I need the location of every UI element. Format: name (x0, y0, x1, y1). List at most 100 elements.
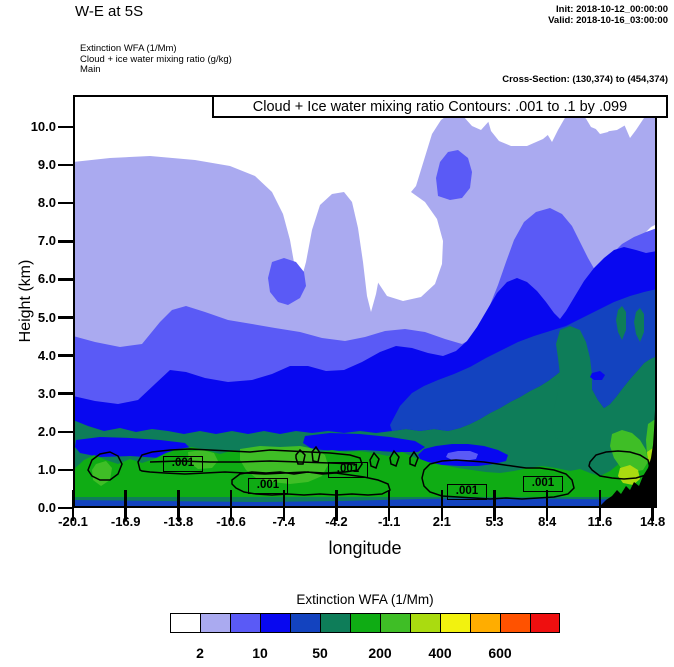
y-tick (58, 240, 74, 243)
colorbar-cell (470, 613, 500, 633)
mixing-ratio-contour (137, 448, 363, 475)
colorbar-cell (260, 613, 290, 633)
x-tick (387, 508, 391, 521)
x-tick (598, 508, 602, 521)
y-tick-label: 5.0 (37, 309, 56, 325)
y-tick (58, 278, 74, 281)
x-tick-inner (229, 490, 233, 508)
y-tick (58, 468, 74, 472)
colorbar-tick-label: 400 (428, 645, 452, 661)
contour-label: .001 (248, 478, 288, 494)
mixing-ratio-contour (369, 451, 380, 469)
x-tick-inner (124, 490, 127, 508)
y-tick-label: 9.0 (37, 157, 56, 173)
colorbar-tick-label: 2 (196, 645, 204, 661)
valid-time: Valid: 2018-10-16_03:00:00 (548, 15, 668, 26)
terrain (598, 390, 657, 508)
y-tick-label: 3.0 (37, 385, 56, 401)
mixing-ratio-contour (588, 450, 651, 480)
x-tick-label: -1.1 (377, 514, 401, 529)
y-tick (58, 316, 74, 319)
y-tick (58, 163, 74, 167)
teal-streak2 (634, 308, 644, 342)
x-tick-label: 11.6 (587, 514, 613, 529)
x-tick (493, 508, 496, 521)
periwinkle-hole-center (446, 451, 478, 461)
white-top1 (487, 117, 561, 146)
y-tick (58, 125, 74, 129)
colorbar-cell (230, 613, 260, 633)
x-tick-inner (651, 490, 654, 508)
colorbar-cell (290, 613, 320, 633)
x-tick-label: -16.9 (110, 514, 141, 529)
contour-plot-canvas (73, 95, 657, 508)
x-tick-inner (282, 490, 285, 508)
teal-column (552, 326, 592, 443)
green-band (73, 447, 657, 497)
x-tick (545, 508, 549, 521)
bright-green3 (610, 430, 648, 472)
x-tick (177, 508, 180, 521)
bright-green2 (188, 450, 218, 469)
colorbar-cell (440, 613, 470, 633)
colorbar-tick-label: 200 (368, 645, 392, 661)
x-tick-label: -20.1 (58, 514, 88, 529)
colorbar-cell (410, 613, 440, 633)
colorbar-cell (500, 613, 530, 633)
blue-streak2 (303, 433, 425, 452)
periwinkle-blob2 (268, 258, 306, 305)
x-tick-inner (387, 490, 391, 508)
colorbar-cell (200, 613, 230, 633)
y-tick (58, 506, 74, 510)
white-top2 (585, 117, 635, 132)
x-tick-label: 14.8 (639, 514, 666, 529)
cross-section-coords: Cross-Section: (130,374) to (454,374) (502, 74, 668, 85)
x-tick-label: -4.2 (325, 514, 348, 529)
mixing-ratio-contour (389, 449, 400, 467)
x-tick-inner (335, 490, 338, 508)
y-tick (58, 430, 74, 434)
y-tick-label: 2.0 (37, 423, 56, 439)
x-tick (335, 508, 338, 521)
x-tick-inner (440, 490, 444, 508)
x-tick-label: -13.8 (163, 514, 194, 529)
x-axis-title: longitude (328, 538, 402, 558)
field-legend: Extinction WFA (1/Mm) Cloud + ice water … (80, 43, 232, 76)
yellow-green1 (618, 465, 640, 485)
y-tick (58, 392, 74, 395)
colorbar-cell (380, 613, 410, 633)
colorbar-cell (170, 613, 200, 633)
y-tick (58, 354, 74, 357)
blue-dot (590, 371, 605, 380)
x-tick-inner (598, 490, 602, 508)
field-line-extinction: Extinction WFA (1/Mm) (80, 43, 177, 54)
x-tick-inner (177, 490, 180, 508)
y-tick-label: 10.0 (30, 119, 56, 134)
x-tick-inner (493, 490, 496, 508)
x-tick (651, 508, 654, 521)
y-tick-label: 7.0 (37, 233, 56, 249)
x-tick (440, 508, 444, 521)
model-times: Init: 2018-10-12_00:00:00 Valid: 2018-10… (548, 4, 668, 26)
navy-bottom-strip (73, 498, 657, 508)
x-tick (124, 508, 127, 521)
y-tick-label: 4.0 (37, 347, 56, 363)
colorbar-tick-label: 600 (488, 645, 512, 661)
x-tick-label: 2.1 (432, 514, 451, 529)
x-tick (282, 508, 285, 521)
contour-label: .001 (163, 456, 203, 472)
y-tick-label: 8.0 (37, 195, 56, 211)
mixing-ratio-contour (311, 445, 321, 463)
x-tick-inner (545, 490, 549, 508)
field-line-cloud-ice: Cloud + ice water mixing ratio (g/kg) (80, 53, 232, 65)
x-tick (229, 508, 233, 521)
x-tick (71, 508, 75, 521)
mixing-ratio-contour (149, 460, 356, 465)
navy-band-right (390, 289, 657, 431)
colorbar-tick-label: 10 (252, 645, 268, 661)
contour-note-box: Cloud + Ice water mixing ratio Contours:… (212, 95, 668, 118)
mixing-ratio-contour (87, 451, 123, 481)
colorbar-cell (320, 613, 350, 633)
y-tick-label: 6.0 (37, 271, 56, 287)
